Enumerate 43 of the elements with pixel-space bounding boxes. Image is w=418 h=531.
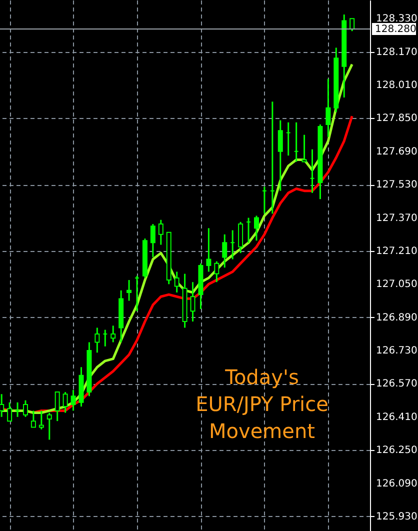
y-tick-label: 126.730 [376, 346, 418, 357]
candlestick [94, 326, 100, 354]
candlestick [126, 279, 132, 302]
candlestick [254, 214, 259, 242]
candlestick [150, 223, 156, 258]
candlestick [62, 391, 68, 414]
y-tick-label: 125.930 [376, 511, 418, 522]
y-tick-label: 127.050 [376, 279, 418, 290]
y-tick-label: 127.210 [376, 246, 418, 257]
candlestick [326, 78, 331, 138]
candlestick [190, 281, 196, 322]
candlestick [46, 412, 52, 440]
candlestick [38, 410, 44, 430]
y-tick-label: 127.370 [376, 212, 418, 224]
candlestick [214, 260, 220, 283]
y-tick-label: 126.090 [376, 478, 418, 490]
candlestick [0, 393, 4, 418]
candlestick [54, 391, 60, 422]
y-tick-label: 128.330 [376, 14, 418, 25]
candlestick [110, 324, 116, 343]
ref-line-label: 128.280 [375, 24, 416, 36]
y-tick-label: 126.410 [376, 412, 418, 423]
y-tick-label: 128.170 [376, 46, 418, 58]
candlestick [70, 389, 76, 412]
y-tick-label: 126.250 [376, 445, 418, 456]
y-tick-label: 127.530 [376, 180, 418, 191]
y-tick-label: 127.850 [376, 113, 418, 124]
annotation: Today's EUR/JPY Price Movement [196, 365, 328, 443]
candlestick [7, 402, 12, 422]
y-tick-label: 127.690 [376, 146, 418, 158]
y-tick-label: 128.010 [376, 80, 418, 92]
y-tick-label: 126.570 [376, 378, 418, 390]
candlestick [350, 18, 355, 32]
candlestick [278, 120, 283, 192]
candlestick [222, 234, 228, 268]
candlestick [206, 227, 212, 272]
y-tick-label: 126.890 [376, 312, 418, 324]
candlestick [302, 134, 307, 163]
candlestick [174, 270, 180, 294]
candlestick [238, 221, 244, 254]
candlestick [30, 410, 36, 428]
candlestick [158, 219, 164, 246]
candlestick [22, 400, 28, 418]
